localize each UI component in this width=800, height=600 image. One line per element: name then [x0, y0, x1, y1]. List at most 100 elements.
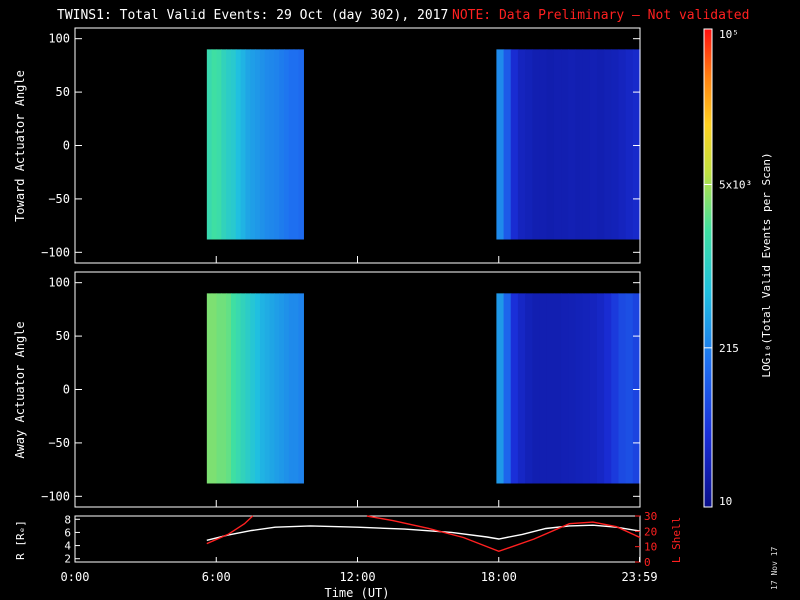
- colorbar-gradient: [703, 28, 713, 508]
- toward-ytick-label: −50: [48, 192, 70, 206]
- away-heatmap-cell-0-1: [211, 293, 218, 484]
- away-heatmap-cell-0-5: [230, 293, 237, 484]
- orbit-ytick-label: 2: [64, 553, 71, 566]
- toward-heatmap-cell-0-5: [230, 49, 237, 240]
- away-heatmap-cell-1-16: [611, 293, 620, 484]
- away-ylabel: Away Actuator Angle: [13, 321, 27, 458]
- colorbar-label: LOG₁₀(Total Valid Events per Scan): [760, 152, 773, 377]
- toward-heatmap-cell-1-10: [568, 49, 576, 240]
- toward-heatmap-cell-1-12: [582, 49, 591, 240]
- orbit-xtick-label: 18:00: [481, 570, 517, 584]
- orbit-ytick-label: 8: [64, 513, 71, 526]
- l-shell-line-2: [366, 515, 641, 553]
- orbit-ylabel: R [Rₑ]: [14, 520, 27, 560]
- away-heatmap-cell-0-6: [235, 293, 242, 484]
- orbit-frame: [74, 515, 641, 563]
- away-heatmap-cell-1-14: [596, 293, 605, 484]
- toward-ytick-label: −100: [41, 245, 70, 259]
- away-heatmap-cell-0-2: [216, 293, 222, 484]
- orbit-xtick-label: 6:00: [202, 570, 231, 584]
- away-heatmap-cell-0-15: [279, 293, 285, 484]
- away-heatmap-cell-1-11: [575, 293, 584, 484]
- away-heatmap-cell-0-17: [288, 293, 295, 484]
- toward-heatmap-cell-0-12: [264, 49, 271, 240]
- away-heatmap-cell-1-0: [496, 293, 505, 484]
- orbit-y2tick-label: 20: [644, 525, 657, 538]
- away-heatmap-cell-1-15: [604, 293, 612, 484]
- orbit-y2-ticks: 0 10 20 30: [635, 510, 657, 569]
- toward-heatmap-cell-1-17: [618, 49, 627, 240]
- away-heatmap-cell-1-12: [582, 293, 591, 484]
- away-ytick-label: −100: [41, 489, 70, 503]
- toward-ytick-label: 100: [48, 32, 70, 46]
- toward-heatmap-cell-1-3: [517, 49, 526, 240]
- orbit-ytick-label: 6: [64, 526, 71, 539]
- toward-heatmap-cell-0-13: [269, 49, 275, 240]
- toward-ytick-label: 50: [56, 85, 70, 99]
- away-heatmap-cell-1-19: [632, 293, 641, 484]
- toward-heatmap-cell-1-19: [632, 49, 641, 240]
- toward-heatmap-cell-0-17: [288, 49, 295, 240]
- toward-panel: 100 50 0 −50 −100 Toward Actuator Angle: [13, 27, 641, 264]
- orbit-y2tick-label: 0: [644, 556, 651, 569]
- away-heatmap-cell-0-11: [259, 293, 266, 484]
- away-heatmap-cells: [206, 293, 641, 484]
- away-heatmap-cell-1-13: [589, 293, 598, 484]
- x-axis-label: Time (UT): [324, 586, 389, 600]
- orbit-y2label: L Shell: [670, 517, 683, 563]
- toward-heatmap-cell-1-2: [510, 49, 519, 240]
- away-heatmap-cell-1-8: [553, 293, 562, 484]
- toward-heatmap-cells: [206, 49, 641, 240]
- away-heatmap-cell-1-9: [561, 293, 569, 484]
- toward-heatmap-cell-1-18: [625, 49, 634, 240]
- away-heatmap-cell-1-2: [510, 293, 519, 484]
- toward-heatmap-cell-1-5: [532, 49, 541, 240]
- toward-heatmap-cell-0-18: [293, 49, 300, 240]
- toward-heatmap-cell-1-11: [575, 49, 584, 240]
- toward-heatmap-cell-0-10: [255, 49, 261, 240]
- away-heatmap-cell-1-3: [517, 293, 526, 484]
- away-heatmap-cell-1-17: [618, 293, 627, 484]
- toward-heatmap-cell-0-3: [221, 49, 227, 240]
- toward-heatmap-cell-0-1: [211, 49, 218, 240]
- colorbar-ticks: 10⁵ 5x10³ 215 10: [704, 28, 752, 508]
- away-heatmap-cell-0-18: [293, 293, 300, 484]
- toward-heatmap-cell-1-0: [496, 49, 505, 240]
- toward-heatmap-cell-1-9: [561, 49, 569, 240]
- away-panel: 100 50 0 −50 −100 Away Actuator Angle: [13, 271, 641, 508]
- toward-heatmap-cell-1-14: [596, 49, 605, 240]
- away-heatmap-cell-1-6: [539, 293, 548, 484]
- orbit-xtick-label: 23:59: [621, 570, 657, 584]
- colorbar-tick-label: 5x10³: [719, 178, 752, 191]
- toward-heatmap-cell-0-0: [206, 49, 213, 240]
- away-heatmap-cell-0-4: [226, 293, 232, 484]
- colorbar-tick-label: 10: [719, 495, 732, 508]
- toward-heatmap-cell-1-6: [539, 49, 548, 240]
- away-ytick-label: −50: [48, 436, 70, 450]
- toward-ytick-label: 0: [63, 139, 70, 153]
- colorbar-tick-label: 10⁵: [719, 28, 739, 41]
- colorbar: 10⁵ 5x10³ 215 10 LOG₁₀(Total Valid Events p…: [703, 28, 773, 508]
- orbit-lines: [206, 515, 641, 553]
- orbit-y2tick-label: 10: [644, 541, 657, 554]
- away-heatmap-cell-0-19: [298, 293, 304, 484]
- toward-heatmap-cell-0-19: [298, 49, 304, 240]
- toward-heatmap-cell-1-16: [611, 49, 620, 240]
- away-ytick-label: 100: [48, 276, 70, 290]
- toward-heatmap-cell-1-7: [546, 49, 555, 240]
- toward-y-ticks: 100 50 0 −50 −100: [41, 32, 641, 263]
- toward-ylabel: Toward Actuator Angle: [13, 70, 27, 222]
- away-heatmap-cell-0-10: [255, 293, 261, 484]
- colorbar-tick-label: 215: [719, 342, 739, 355]
- away-ytick-label: 0: [63, 383, 70, 397]
- away-heatmap-cell-1-1: [503, 293, 512, 484]
- away-heatmap-cell-0-12: [264, 293, 271, 484]
- toward-heatmap-cell-0-8: [245, 49, 251, 240]
- chart-title: TWINS1: Total Valid Events: 29 Oct (day …: [57, 8, 449, 23]
- away-heatmap-cell-1-18: [625, 293, 634, 484]
- toward-heatmap-cell-1-15: [604, 49, 612, 240]
- radius-line-0: [206, 524, 641, 541]
